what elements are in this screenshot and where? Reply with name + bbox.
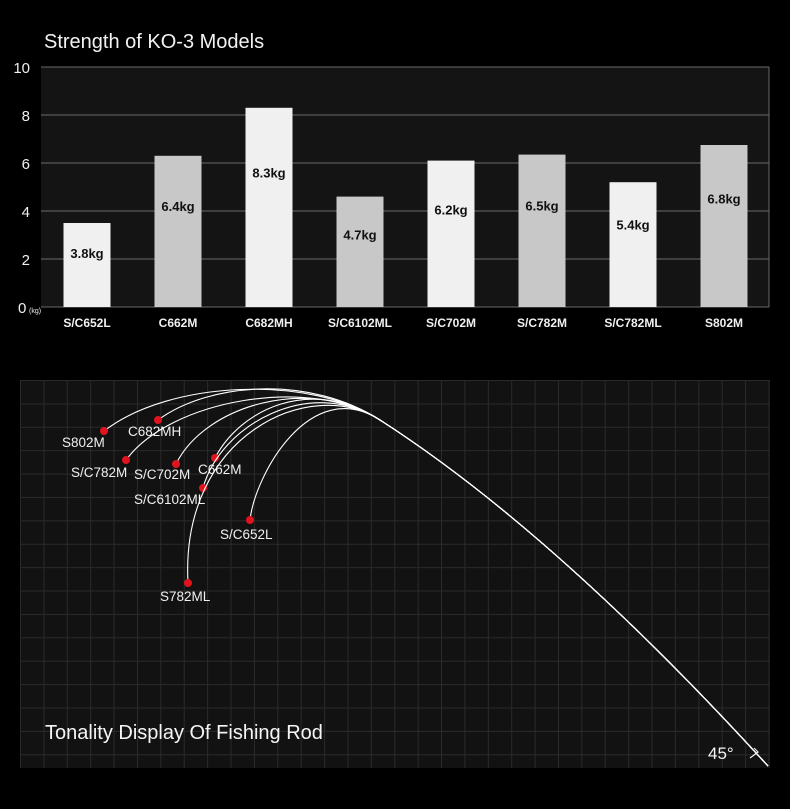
x-tick-label: C662M <box>159 316 198 330</box>
bar <box>609 182 657 307</box>
strength-chart-panel: 0 (kg) 2 4 6 8 10 3.8kg S/C652L 6.4kg C662M 8.3kg C6… <box>0 0 790 345</box>
y-tick-label: 8 <box>22 108 30 125</box>
strength-chart-title: Strength of KO-3 Models <box>44 31 265 53</box>
rod-curve <box>103 388 769 767</box>
rod-tip-point <box>154 416 162 424</box>
y-tick-label: 6 <box>22 156 30 173</box>
x-tick-label: S/C6102ML <box>328 316 392 330</box>
rod-curve <box>202 402 769 767</box>
rod-tip-point <box>172 460 180 468</box>
bar <box>700 145 748 307</box>
x-tick-label: S/C652L <box>63 316 110 330</box>
rod-curve <box>214 398 769 767</box>
bar-value-label: 8.3kg <box>252 166 285 181</box>
bar <box>245 107 293 307</box>
bar-value-label: 6.5kg <box>525 198 558 213</box>
bar <box>154 155 202 307</box>
x-tick-label: S802M <box>705 316 743 330</box>
angle-label: 45° <box>708 744 734 763</box>
x-tick-label: C682MH <box>245 316 292 330</box>
rod-curve <box>157 388 769 767</box>
angle-arc <box>749 747 759 759</box>
y-tick-label: 0 <box>18 300 26 317</box>
bar-value-label: 6.4kg <box>161 199 194 214</box>
series-label: S/C652L <box>220 527 273 542</box>
rod-tip-point <box>100 427 108 435</box>
bar <box>336 196 384 307</box>
rod-tip-point <box>122 456 130 464</box>
bar-value-label: 5.4kg <box>616 218 649 233</box>
series-label: S/C6102ML <box>134 492 206 507</box>
x-tick-label: S/C782ML <box>604 316 661 330</box>
bar <box>427 160 475 307</box>
y-tick-label: 10 <box>13 60 30 77</box>
y-tick-label: 2 <box>22 252 30 269</box>
bar-value-label: 3.8kg <box>70 246 103 261</box>
bar <box>63 223 111 307</box>
bar-value-label: 4.7kg <box>343 228 376 243</box>
series-label: S802M <box>62 435 105 450</box>
rod-curve <box>249 408 769 767</box>
rod-curve <box>187 404 769 767</box>
rod-curve <box>175 397 769 767</box>
rod-tip-point <box>246 516 254 524</box>
strength-bar-chart: 0 (kg) 2 4 6 8 10 3.8kg S/C652L 6.4kg C662M 8.3kg C6… <box>13 60 770 330</box>
series-label: S/C702M <box>134 467 190 482</box>
rod-tip-point <box>184 579 192 587</box>
rod-tip-point <box>211 454 219 462</box>
series-label: S782ML <box>160 589 211 604</box>
x-tick-label: S/C782M <box>517 316 567 330</box>
bar <box>518 154 566 307</box>
rod-tip-point <box>199 484 207 492</box>
y-tick-label: 4 <box>22 204 30 221</box>
rod-curve <box>125 396 769 767</box>
bar-value-label: 6.8kg <box>707 192 740 207</box>
x-tick-label: S/C702M <box>426 316 476 330</box>
tonality-chart-panel: S802M C682MH S/C782M S/C702M C662M S/C6102ML S… <box>20 380 770 768</box>
tonality-chart-title: Tonality Display Of Fishing Rod <box>45 722 323 744</box>
series-label: C682MH <box>128 424 181 439</box>
plot-area <box>41 67 769 307</box>
bar-value-label: 6.2kg <box>434 203 467 218</box>
series-label: S/C782M <box>71 465 127 480</box>
y-unit-label: (kg) <box>29 308 41 315</box>
